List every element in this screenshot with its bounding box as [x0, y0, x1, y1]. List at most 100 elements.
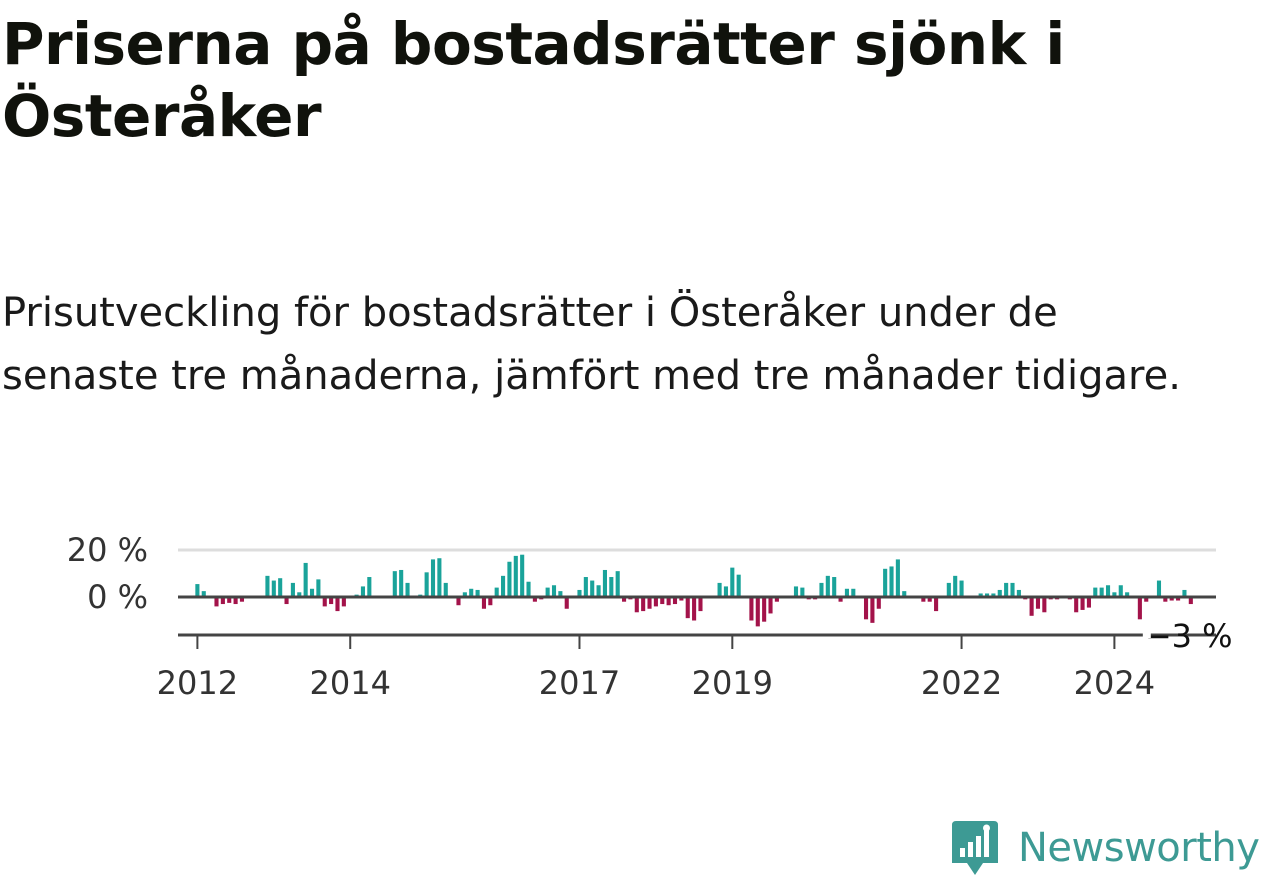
- bar-2015-03: [437, 558, 442, 597]
- bar-2020-04: [825, 575, 830, 597]
- bar-2024-02: [1118, 585, 1123, 597]
- bar-2012-07: [233, 597, 238, 605]
- bar-2022-05: [984, 593, 990, 597]
- bar-2025-01: [1188, 597, 1193, 605]
- bar-2024-12: [1182, 589, 1187, 597]
- bar-2017-06: [609, 577, 614, 597]
- bar-2018-08: [698, 597, 703, 612]
- bar-2021-02: [889, 566, 894, 597]
- x-tick-label-2024: 2024: [1074, 664, 1155, 702]
- bar-2021-07: [921, 597, 926, 602]
- bar-2022-07: [997, 589, 1002, 597]
- newsworthy-logo: Newsworthy: [950, 818, 1260, 878]
- bar-2020-12: [876, 597, 881, 609]
- bar-2016-04: [520, 554, 525, 597]
- bar-2022-06: [991, 593, 996, 597]
- bar-2018-01: [653, 597, 658, 607]
- bar-2017-11: [641, 597, 646, 612]
- bar-2016-03: [513, 555, 518, 598]
- chart-subtitle: Prisutveckling för bostadsrätter i Öster…: [2, 290, 1181, 399]
- bar-2023-09: [1086, 597, 1091, 608]
- bar-2018-07: [692, 597, 697, 621]
- newsworthy-logo-text: Newsworthy: [1018, 825, 1260, 871]
- bar-2024-10: [1169, 597, 1174, 601]
- bar-2020-08: [851, 588, 856, 597]
- bar-2023-02: [1042, 597, 1047, 613]
- bar-2015-07: [462, 592, 467, 597]
- bar-2019-11: [793, 586, 799, 597]
- bar-2024-08: [1156, 580, 1162, 597]
- bar-2019-08: [774, 597, 779, 602]
- bar-2018-06: [685, 597, 690, 619]
- bar-2019-05: [755, 597, 760, 627]
- y-tick-label-20: 20 %: [67, 531, 148, 569]
- bar-2020-05: [832, 577, 837, 597]
- bar-2015-06: [456, 597, 461, 606]
- bar-2023-01: [1035, 597, 1041, 609]
- bar-2013-08: [316, 579, 321, 598]
- bar-2012-04: [214, 597, 219, 607]
- bar-2024-06: [1144, 597, 1149, 602]
- bar-2024-01: [1112, 592, 1117, 597]
- last-value-annotation: −3 %: [1142, 617, 1233, 655]
- bar-2013-01: [271, 580, 276, 597]
- bar-2018-12: [723, 586, 728, 597]
- bar-2019-07: [768, 597, 773, 614]
- bar-2013-06: [303, 562, 308, 597]
- bar-2017-07: [615, 571, 620, 597]
- bar-2021-11: [946, 582, 951, 597]
- bar-2016-02: [507, 561, 512, 597]
- bar-2021-04: [902, 591, 907, 598]
- x-tick-label-2019: 2019: [692, 664, 773, 702]
- bar-2023-12: [1105, 585, 1111, 597]
- y-tick-label-0: 0 %: [87, 578, 148, 616]
- x-tick-label-2017: 2017: [539, 664, 620, 702]
- bar-2024-09: [1163, 597, 1168, 602]
- y-axis-labels: 0 % 20 %: [67, 531, 148, 616]
- bar-2019-06: [762, 597, 767, 622]
- bar-2017-12: [647, 597, 652, 609]
- last-value-label: −3 %: [1145, 617, 1233, 655]
- bar-2015-08: [469, 588, 474, 597]
- bar-2023-11: [1099, 587, 1104, 597]
- bar-2017-01: [577, 589, 582, 597]
- bar-2018-04: [672, 597, 678, 605]
- bar-2017-04: [596, 585, 601, 597]
- newsworthy-logo-icon: [952, 821, 998, 875]
- bar-2012-01: [195, 584, 200, 598]
- x-tick-label-2012: 2012: [157, 664, 238, 702]
- bar-2019-12: [800, 587, 805, 597]
- bar-2015-11: [488, 597, 493, 606]
- last-value-leader: [1142, 632, 1151, 638]
- bar-2016-06: [532, 597, 537, 602]
- bar-2015-09: [475, 589, 480, 597]
- bar-2023-07: [1074, 597, 1079, 613]
- bar-2015-10: [481, 597, 487, 609]
- bar-2017-05: [602, 569, 607, 597]
- bar-2017-03: [590, 580, 595, 597]
- gridlines: [178, 548, 1216, 599]
- bar-2022-01: [959, 580, 964, 597]
- bar-2023-10: [1093, 587, 1098, 597]
- bar-2014-09: [399, 569, 404, 597]
- bar-2017-10: [634, 597, 639, 613]
- bar-2015-12: [494, 587, 499, 597]
- bar-2014-03: [360, 586, 366, 597]
- bar-2013-07: [309, 588, 315, 597]
- bar-2021-09: [934, 597, 939, 612]
- bar-2012-08: [239, 597, 245, 602]
- bar-2021-01: [883, 568, 888, 597]
- bar-2022-09: [1010, 582, 1015, 597]
- bar-2016-08: [545, 587, 550, 597]
- bar-2024-05: [1137, 597, 1142, 620]
- bar-2014-04: [367, 577, 372, 597]
- bar-2013-09: [322, 597, 327, 607]
- bar-2013-11: [335, 597, 340, 612]
- chart-title: Priserna på bostadsrätter sjönk i Österå…: [2, 10, 1065, 150]
- bar-2012-12: [265, 575, 270, 597]
- bar-2022-12: [1029, 597, 1034, 616]
- bar-2019-01: [730, 567, 735, 598]
- bar-2016-05: [526, 581, 531, 598]
- bar-2013-05: [297, 592, 302, 597]
- bar-2020-11: [870, 597, 875, 623]
